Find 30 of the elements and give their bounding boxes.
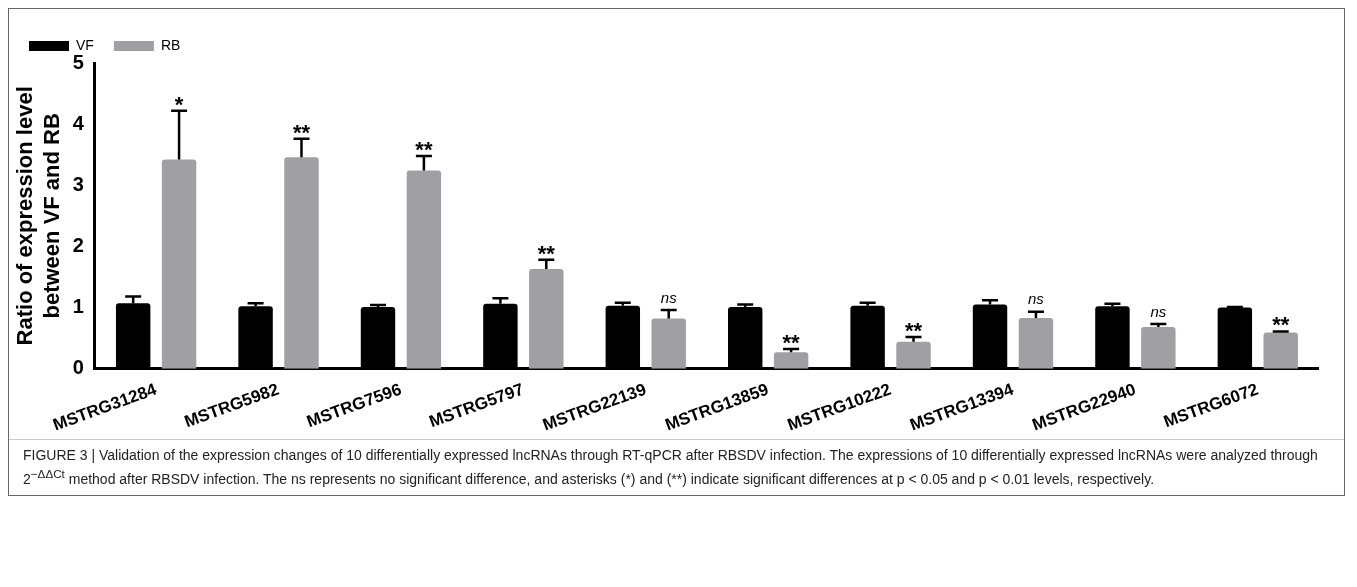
bar xyxy=(406,170,442,369)
legend-label: VF xyxy=(76,36,94,53)
bar xyxy=(1141,327,1176,369)
annotation: ** xyxy=(904,317,923,343)
annotation: ns xyxy=(1028,290,1045,308)
bar xyxy=(651,318,686,369)
bar xyxy=(284,157,319,369)
y-tick-label: 4 xyxy=(72,111,85,134)
y-tick-label: 1 xyxy=(72,295,84,318)
bar xyxy=(896,341,931,369)
bar xyxy=(529,269,564,369)
y-tick-label: 5 xyxy=(72,50,84,73)
annotation: ** xyxy=(1272,312,1290,338)
annotation: ** xyxy=(537,240,556,266)
annotation: ** xyxy=(415,136,433,162)
legend-label: RB xyxy=(160,36,181,53)
y-tick-label: 3 xyxy=(72,172,84,195)
caption: FIGURE 3 | Validation of the expression changes of 10 differentially expressed lncRNAs through RT-qPCR after RBSDV infection. The expressions of 10 differentially expressed lncRNAs were analyzed through 2$^{−ΔΔCt}$ method after RBSDV infection. The ns represents no significant difference, and asterisks (*) and (**) indicate significant differences at p < 0.05 and p < 0.01 levels, respectively. xyxy=(9,439,1344,495)
annotation: ** xyxy=(782,330,801,356)
annotation: ns xyxy=(660,288,678,306)
bar xyxy=(1018,317,1054,369)
bar xyxy=(161,159,197,369)
bar xyxy=(773,352,809,369)
bar xyxy=(1263,332,1298,369)
annotation: ** xyxy=(292,119,311,145)
y-tick-label: 0 xyxy=(72,356,84,379)
annotation: * xyxy=(174,91,184,117)
y-axis-title: Ratio of expression level between VF and RB xyxy=(12,86,64,346)
y-tick-label: 2 xyxy=(72,233,84,256)
annotation: ns xyxy=(1150,302,1167,320)
